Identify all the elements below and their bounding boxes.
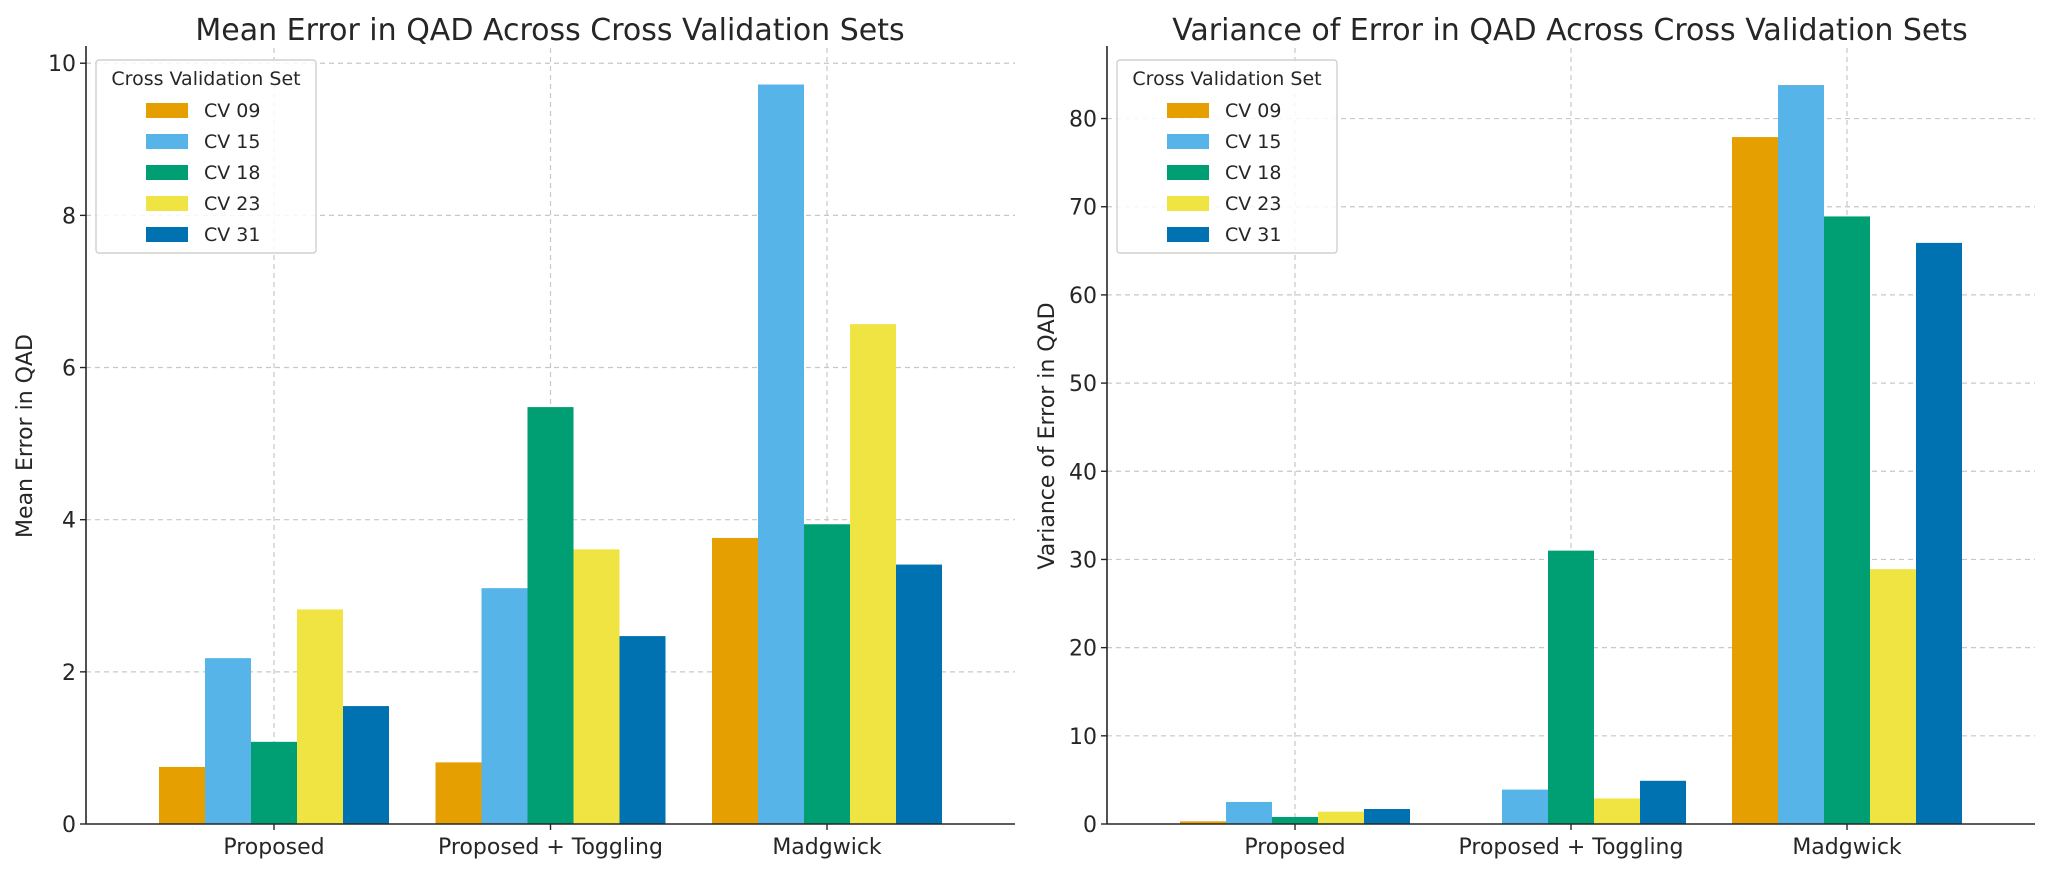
y-axis-label: Variance of Error in QAD — [1035, 302, 1060, 569]
bar-cv-15 — [1226, 801, 1272, 824]
y-tick-label: 8 — [62, 204, 76, 229]
mean-error-chart: Mean Error in QAD Across Cross Validatio… — [13, 13, 1015, 860]
bar-cv-31 — [1364, 809, 1410, 824]
bar-cv-23 — [850, 324, 896, 824]
y-tick-label: 60 — [1069, 284, 1097, 309]
bar-cv-18 — [1548, 550, 1594, 824]
legend-entry: CV 18 — [204, 162, 260, 184]
legend-title: Cross Validation Set — [111, 68, 300, 90]
x-tick-label: Proposed — [1244, 835, 1345, 860]
bar-cv-09 — [712, 537, 758, 824]
y-tick-label: 30 — [1069, 548, 1097, 573]
bar-cv-31 — [896, 564, 942, 824]
legend-entry: CV 18 — [1225, 162, 1281, 184]
bar-cv-09 — [435, 762, 482, 824]
y-tick-label: 4 — [62, 509, 76, 534]
bar-cv-15 — [1502, 789, 1548, 824]
y-tick-label: 20 — [1069, 637, 1097, 662]
legend-swatch — [146, 227, 188, 242]
bar-cv-15 — [205, 658, 251, 824]
y-tick-label: 40 — [1069, 460, 1097, 485]
legend-entry: CV 09 — [204, 100, 260, 122]
bar-cv-09 — [159, 766, 205, 824]
legend: Cross Validation Set CV 09 CV 15 CV 18 CV 23… — [1116, 59, 1338, 254]
bar-cv-23 — [1318, 811, 1364, 824]
legend-title: Cross Validation Set — [1132, 68, 1321, 90]
legend-swatch — [146, 134, 188, 149]
legend: Cross Validation Set CV 09 CV 15 CV 18 CV 23… — [95, 59, 317, 254]
x-tick-label: Madgwick — [772, 835, 882, 860]
y-tick-label: 0 — [1083, 813, 1097, 838]
bar-cv-18 — [1824, 216, 1870, 825]
legend-swatch — [1167, 103, 1209, 118]
x-tick-label: Proposed + Toggling — [438, 835, 663, 860]
x-tick-label: Madgwick — [1792, 835, 1902, 860]
bar-cv-18 — [251, 741, 297, 824]
bar-cv-23 — [1594, 798, 1640, 824]
y-tick-label: 0 — [62, 813, 76, 838]
legend-entry: CV 31 — [1225, 224, 1281, 246]
y-tick-label: 70 — [1069, 196, 1097, 221]
chart-title: Mean Error in QAD Across Cross Validatio… — [195, 13, 904, 48]
bar-cv-18 — [1272, 816, 1318, 824]
bar-cv-09 — [1180, 821, 1226, 824]
legend-entry: CV 09 — [1225, 100, 1281, 122]
y-tick-label: 10 — [1069, 725, 1097, 750]
x-tick-label: Proposed + Toggling — [1459, 835, 1684, 860]
bar-cv-31 — [1640, 780, 1686, 824]
bar-cv-09 — [1732, 137, 1778, 825]
legend-swatch — [1167, 165, 1209, 180]
legend-entry: CV 23 — [204, 193, 260, 215]
legend-swatch — [1167, 196, 1209, 211]
bar-cv-18 — [804, 524, 850, 824]
variance-error-chart: Variance of Error in QAD Across Cross Va… — [1035, 13, 2035, 860]
chart-title: Variance of Error in QAD Across Cross Va… — [1172, 13, 1968, 48]
bar-cv-23 — [573, 549, 620, 824]
bar-cv-31 — [1916, 242, 1962, 824]
bar-cv-15 — [758, 84, 804, 825]
bar-cv-15 — [481, 588, 528, 824]
y-tick-label: 2 — [62, 661, 76, 686]
bar-cv-15 — [1778, 85, 1824, 824]
y-tick-label: 50 — [1069, 372, 1097, 397]
bar-cv-18 — [527, 407, 574, 824]
legend-entry: CV 31 — [204, 224, 260, 246]
bar-cv-31 — [343, 706, 389, 824]
bar-cv-31 — [619, 636, 666, 824]
y-tick-label: 6 — [62, 357, 76, 382]
legend-entry: CV 23 — [1225, 193, 1281, 215]
legend-swatch — [146, 196, 188, 211]
y-axis-label: Mean Error in QAD — [13, 334, 38, 538]
legend-swatch — [146, 165, 188, 180]
legend-swatch — [1167, 134, 1209, 149]
bar-cv-23 — [297, 609, 343, 824]
bar-cv-23 — [1870, 569, 1916, 824]
legend-entry: CV 15 — [1225, 131, 1281, 153]
y-tick-label: 10 — [48, 52, 76, 77]
legend-swatch — [146, 103, 188, 118]
y-tick-label: 80 — [1069, 108, 1097, 133]
legend-swatch — [1167, 227, 1209, 242]
legend-entry: CV 15 — [204, 131, 260, 153]
x-tick-label: Proposed — [223, 835, 324, 860]
